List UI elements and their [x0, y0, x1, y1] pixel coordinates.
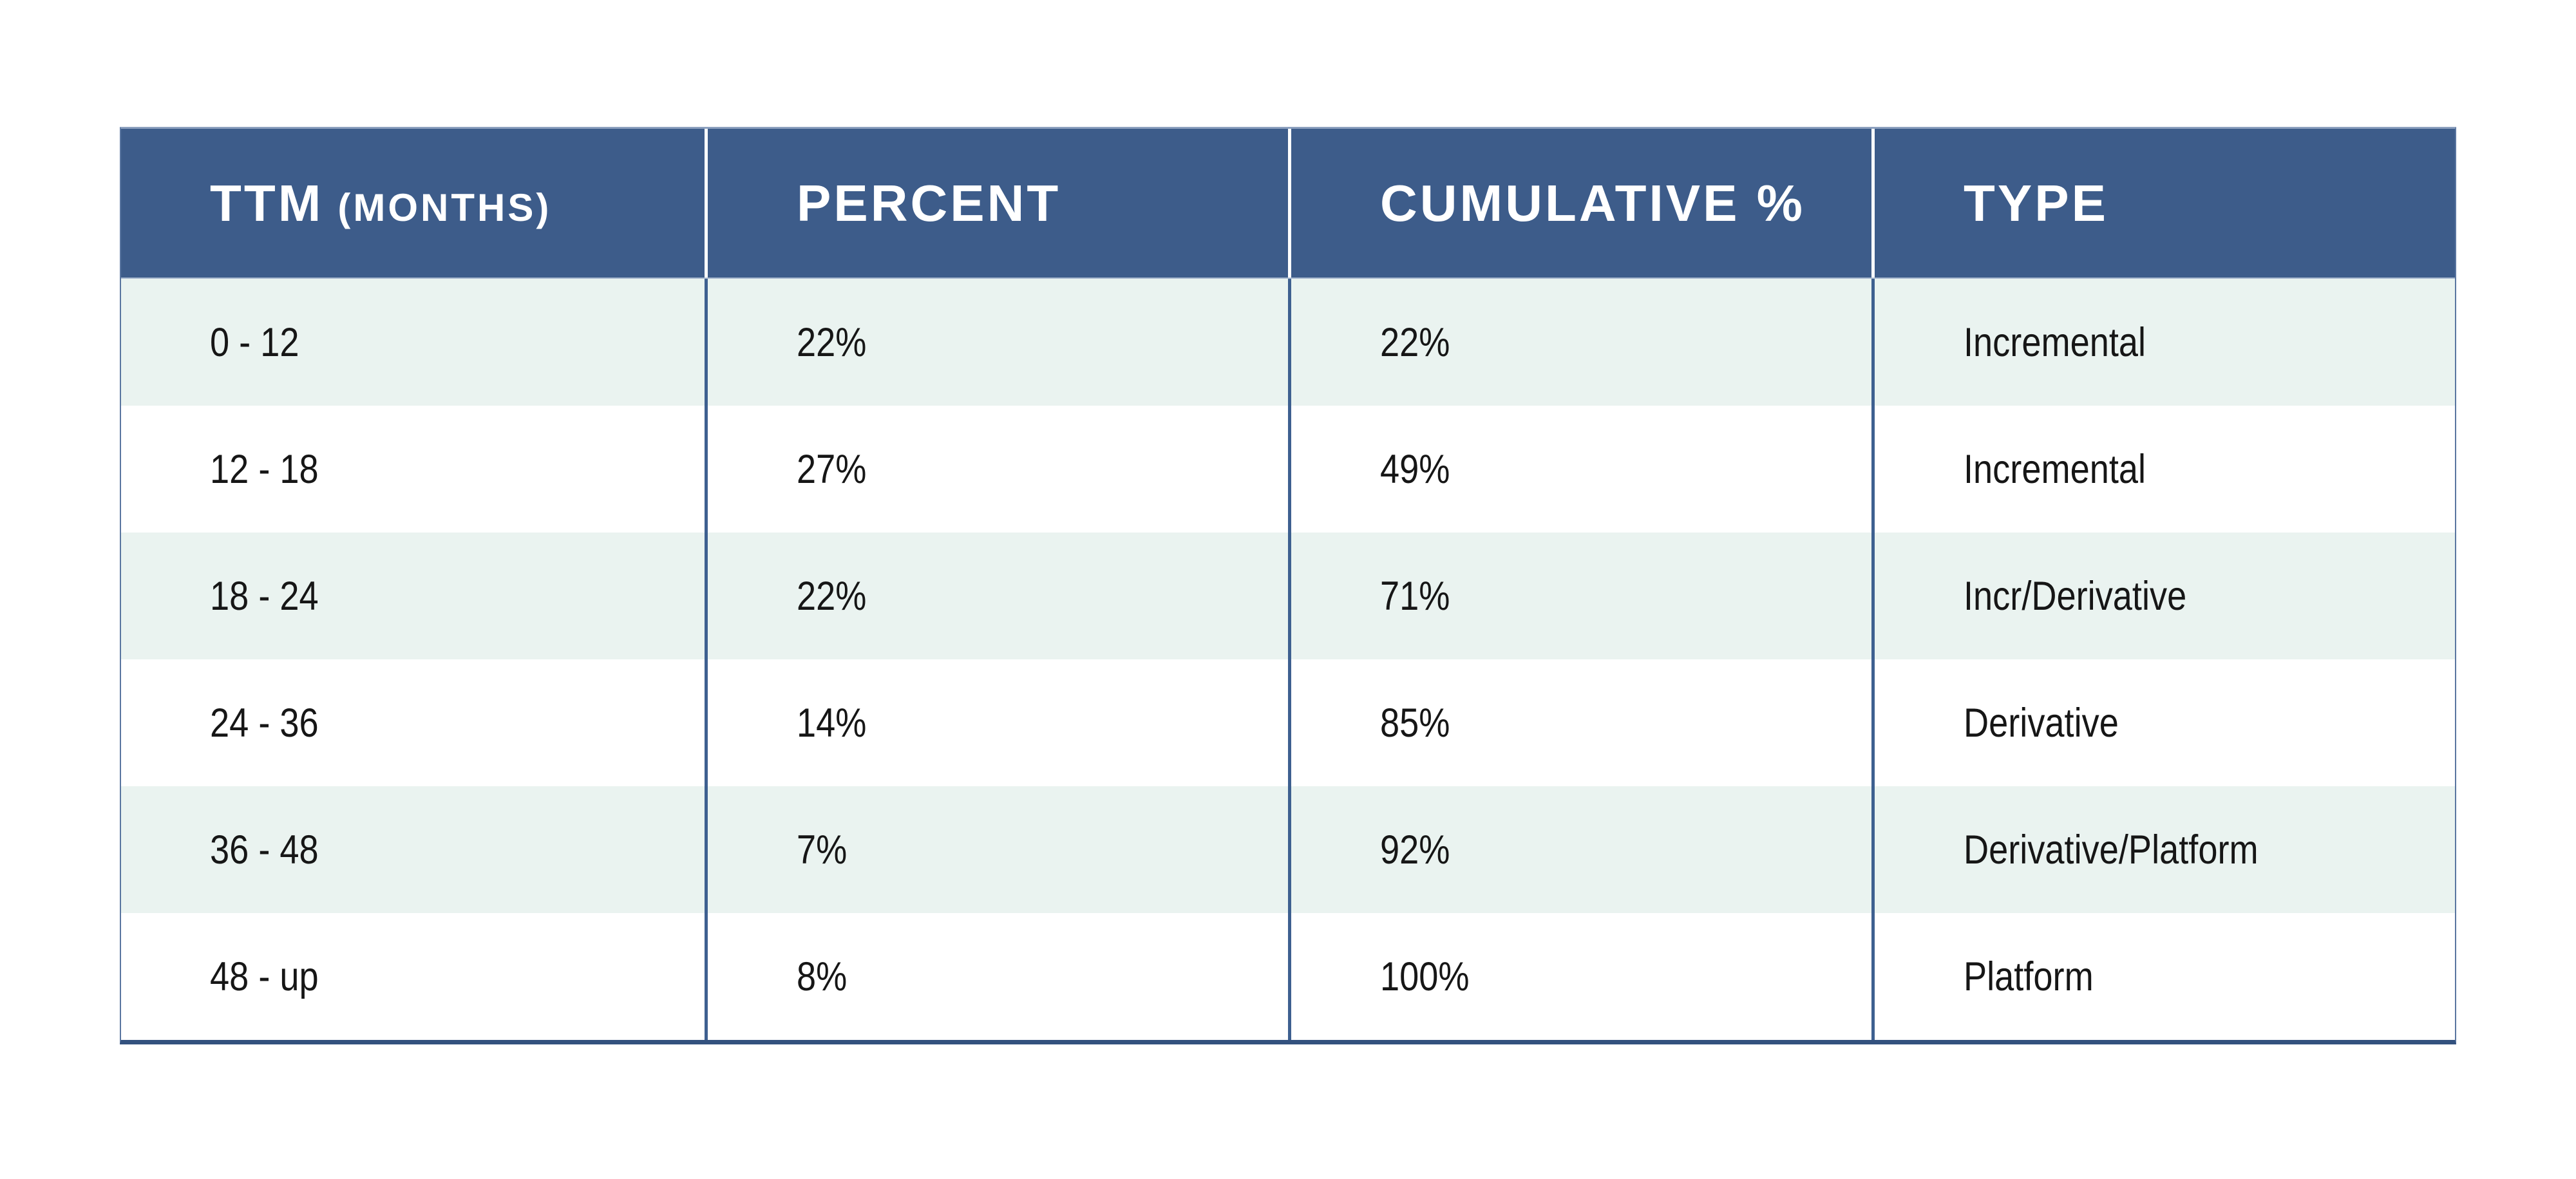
- cell-value: 22%: [797, 319, 867, 365]
- cell-value: 36 - 48: [210, 827, 319, 872]
- table-cell: Incremental: [1871, 279, 2455, 406]
- cell-value: 24 - 36: [210, 700, 319, 746]
- header-cell-percent: PERCENT: [705, 129, 1288, 278]
- table-cell: 36 - 48: [121, 786, 705, 913]
- table-cell: 12 - 18: [121, 406, 705, 533]
- table-cell: 49%: [1288, 406, 1871, 533]
- cell-value: Incr/Derivative: [1964, 573, 2187, 619]
- cell-value: 0 - 12: [210, 319, 299, 365]
- cell-value: 85%: [1380, 700, 1450, 746]
- table-cell: 27%: [705, 406, 1288, 533]
- cell-value: 12 - 18: [210, 446, 319, 492]
- table-cell: 18 - 24: [121, 533, 705, 659]
- cell-value: 18 - 24: [210, 573, 319, 619]
- header-percent-label: PERCENT: [797, 174, 1061, 232]
- table-cell: 8%: [705, 913, 1288, 1040]
- table-cell: 24 - 36: [121, 659, 705, 786]
- cell-value: 92%: [1380, 827, 1450, 872]
- cell-value: 22%: [1380, 319, 1450, 365]
- header-cell-type: TYPE: [1871, 129, 2455, 278]
- cell-value: 100%: [1380, 954, 1470, 999]
- cell-value: 14%: [797, 700, 867, 746]
- header-ttm-label: TTM: [210, 174, 324, 232]
- table-body: 0 - 12 22% 22% Incremental 12 - 18 27% 49% Incr…: [121, 279, 2455, 1040]
- table-cell: Derivative/Platform: [1871, 786, 2455, 913]
- cell-value: 49%: [1380, 446, 1450, 492]
- header-type-label: TYPE: [1964, 174, 2108, 232]
- cell-value: 7%: [797, 827, 848, 872]
- table-cell: Incr/Derivative: [1871, 533, 2455, 659]
- table-cell: 14%: [705, 659, 1288, 786]
- table-row: 0 - 12 22% 22% Incremental: [121, 279, 2455, 406]
- table-row: 36 - 48 7% 92% Derivative/Platform: [121, 786, 2455, 913]
- header-months-sublabel: (MONTHS): [337, 185, 552, 229]
- table-cell: Platform: [1871, 913, 2455, 1040]
- cell-value: Platform: [1964, 954, 2094, 999]
- cell-value: 8%: [797, 954, 848, 999]
- table-cell: 85%: [1288, 659, 1871, 786]
- table-header-row: TTM (MONTHS) PERCENT CUMULATIVE % TYPE: [121, 129, 2455, 279]
- table-cell: 7%: [705, 786, 1288, 913]
- table-cell: 0 - 12: [121, 279, 705, 406]
- cell-value: Incremental: [1964, 446, 2146, 492]
- table-row: 18 - 24 22% 71% Incr/Derivative: [121, 533, 2455, 659]
- table-cell: 71%: [1288, 533, 1871, 659]
- cell-value: Derivative/Platform: [1964, 827, 2259, 872]
- cell-value: 22%: [797, 573, 867, 619]
- header-cell-ttm-months: TTM (MONTHS): [121, 129, 705, 278]
- table-cell: 22%: [705, 533, 1288, 659]
- cell-value: 27%: [797, 446, 867, 492]
- table-cell: 48 - up: [121, 913, 705, 1040]
- table-cell: Incremental: [1871, 406, 2455, 533]
- table-row: 12 - 18 27% 49% Incremental: [121, 406, 2455, 533]
- cell-value: 48 - up: [210, 954, 319, 999]
- header-ttm-group: TTM (MONTHS): [210, 174, 551, 233]
- table-row: 24 - 36 14% 85% Derivative: [121, 659, 2455, 786]
- table-cell: 22%: [1288, 279, 1871, 406]
- table-cell: 92%: [1288, 786, 1871, 913]
- ttm-table: TTM (MONTHS) PERCENT CUMULATIVE % TYPE 0…: [120, 127, 2456, 1044]
- table-cell: 100%: [1288, 913, 1871, 1040]
- table-cell: 22%: [705, 279, 1288, 406]
- header-cell-cumulative: CUMULATIVE %: [1288, 129, 1871, 278]
- cell-value: Incremental: [1964, 319, 2146, 365]
- cell-value: Derivative: [1964, 700, 2119, 746]
- table-cell: Derivative: [1871, 659, 2455, 786]
- table-row: 48 - up 8% 100% Platform: [121, 913, 2455, 1040]
- cell-value: 71%: [1380, 573, 1450, 619]
- header-cumulative-label: CUMULATIVE %: [1380, 174, 1805, 232]
